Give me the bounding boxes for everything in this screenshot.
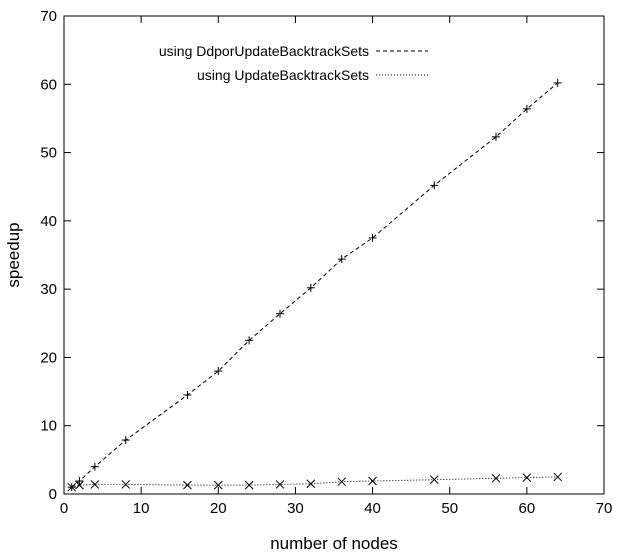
axis-ticks: 0 10 20 30 40 50 60 70 0 10 20 30 40 50 60 70 bbox=[40, 8, 612, 517]
series-line bbox=[71, 82, 559, 488]
x-tick-label: 40 bbox=[364, 500, 381, 517]
plot-frame bbox=[63, 15, 605, 495]
series-layer bbox=[67, 78, 563, 492]
y-tick-label: 10 bbox=[40, 418, 57, 435]
y-tick-label: 30 bbox=[40, 281, 57, 298]
data-point bbox=[368, 233, 377, 242]
y-tick-label: 50 bbox=[40, 145, 57, 162]
data-point bbox=[337, 477, 347, 487]
data-point bbox=[183, 390, 192, 399]
x-tick-label: 10 bbox=[133, 500, 150, 517]
y-tick-label: 70 bbox=[40, 8, 57, 25]
y-tick-label: 0 bbox=[49, 486, 57, 503]
data-point bbox=[430, 181, 439, 190]
x-tick-label: 60 bbox=[519, 500, 536, 517]
data-point bbox=[368, 476, 377, 486]
data-point bbox=[67, 482, 77, 492]
legend-label: using DdporUpdateBacktrackSets bbox=[159, 43, 369, 59]
y-tick-label: 20 bbox=[40, 349, 57, 366]
x-tick-label: 0 bbox=[60, 500, 68, 517]
y-tick-label: 40 bbox=[40, 213, 57, 230]
data-point bbox=[214, 367, 223, 376]
data-point bbox=[276, 309, 284, 318]
data-point bbox=[522, 473, 532, 482]
data-point bbox=[90, 462, 99, 471]
series-line bbox=[71, 476, 558, 488]
x-tick-label: 70 bbox=[596, 500, 613, 517]
data-point bbox=[553, 472, 563, 482]
data-point bbox=[75, 477, 84, 486]
data-point bbox=[213, 480, 223, 490]
data-point bbox=[275, 480, 285, 489]
data-point bbox=[337, 255, 346, 264]
legend: using DdporUpdateBacktrackSets using Upda… bbox=[159, 43, 428, 83]
data-point bbox=[90, 480, 100, 489]
data-point bbox=[492, 132, 500, 141]
legend-item-1: using DdporUpdateBacktrackSets bbox=[159, 43, 428, 59]
x-tick-label: 50 bbox=[441, 500, 458, 517]
data-point bbox=[244, 480, 254, 490]
legend-label: using UpdateBacktrackSets bbox=[197, 67, 369, 83]
series-1 bbox=[67, 78, 562, 492]
x-axis-label: number of nodes bbox=[270, 534, 398, 553]
data-point bbox=[121, 480, 131, 489]
legend-item-2: using UpdateBacktrackSets bbox=[197, 67, 428, 83]
data-point bbox=[491, 473, 501, 483]
data-point bbox=[306, 479, 316, 489]
data-point bbox=[429, 475, 439, 485]
x-tick-label: 20 bbox=[210, 500, 227, 517]
x-tick-label: 30 bbox=[287, 500, 304, 517]
series-2 bbox=[67, 472, 563, 492]
data-point bbox=[75, 480, 84, 490]
data-point bbox=[245, 336, 254, 345]
data-point bbox=[306, 283, 315, 292]
y-tick-label: 60 bbox=[40, 76, 57, 93]
data-point bbox=[553, 78, 562, 87]
data-point bbox=[183, 480, 192, 490]
y-axis-label: speedup bbox=[4, 222, 23, 287]
data-point bbox=[121, 436, 130, 445]
data-point bbox=[522, 104, 531, 113]
